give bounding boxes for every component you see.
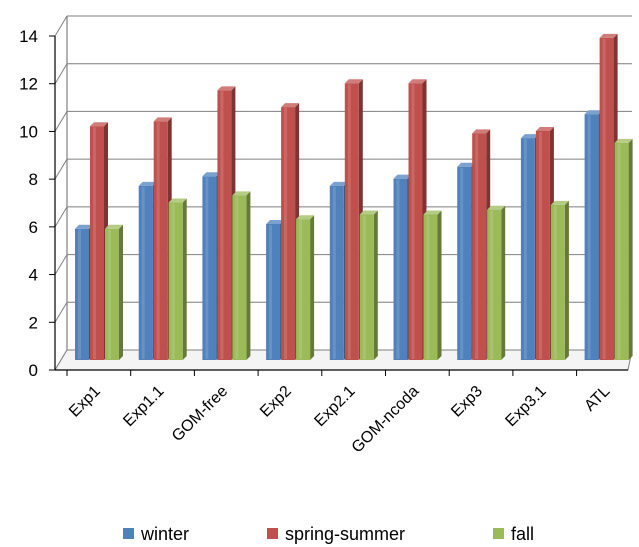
legend-swatch — [267, 528, 278, 539]
bar — [487, 205, 506, 360]
y-tick-labels: 0 2 4 6 8 10 12 14 — [19, 27, 38, 380]
bar — [359, 210, 378, 360]
x-tick-label: Exp3.1 — [502, 383, 549, 430]
bar — [423, 210, 442, 360]
gridline-side — [54, 206, 68, 228]
x-tick-label: Exp2.1 — [311, 383, 358, 430]
x-tick-label: Exp3 — [448, 383, 486, 421]
legend-swatch — [493, 528, 504, 539]
x-tick-label: Exp1.1 — [120, 383, 167, 430]
legend: winter spring-summer fall — [123, 524, 534, 544]
x-tick-label: Exp2 — [257, 383, 295, 421]
legend-label: winter — [140, 524, 189, 544]
legend-label: fall — [511, 524, 534, 544]
y-tick-label: 2 — [29, 313, 38, 332]
x-tick-label: Exp1 — [66, 383, 104, 421]
x-tick-label: ATL — [581, 383, 613, 415]
gridline-side — [54, 158, 68, 180]
bar — [168, 198, 187, 360]
y-tick-label: 8 — [29, 170, 38, 189]
legend-label: spring-summer — [285, 524, 405, 544]
legend-item: spring-summer — [267, 524, 405, 544]
bars — [75, 33, 633, 361]
gridline-side — [54, 15, 68, 37]
y-tick-label: 14 — [19, 27, 38, 46]
legend-swatch — [123, 528, 134, 539]
y-tick-label: 4 — [29, 266, 38, 285]
legend-item: fall — [493, 524, 534, 544]
legend-item: winter — [123, 524, 189, 544]
x-tick-label: GOM-free — [169, 383, 231, 445]
bar — [296, 215, 315, 360]
gridline-side — [54, 254, 68, 275]
y-tick-label: 10 — [19, 122, 38, 141]
y-tick-label: 6 — [29, 218, 38, 237]
y-tick-label: 0 — [29, 361, 38, 380]
gridline-side — [54, 63, 68, 84]
bar — [232, 191, 251, 360]
bar — [614, 138, 633, 360]
x-tick-label: GOM-ncoda — [349, 383, 423, 457]
y-tick-label: 12 — [19, 75, 38, 94]
gridline-side — [54, 302, 68, 323]
bar — [105, 224, 123, 360]
gridline-side — [54, 111, 68, 132]
bar — [550, 200, 569, 360]
